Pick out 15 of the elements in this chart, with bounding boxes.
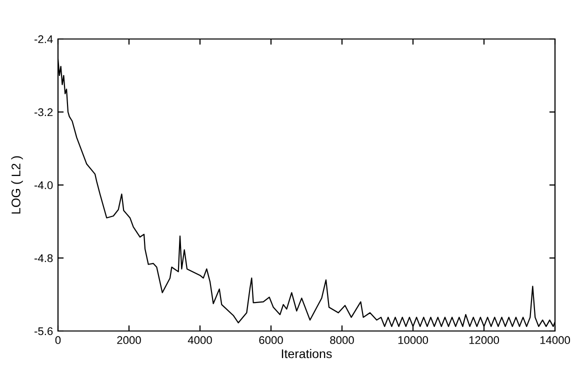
x-tick-label: 14000 bbox=[540, 336, 570, 344]
y-tick-label: -2.4 bbox=[34, 35, 53, 44]
y-axis-title: LOG ( L2 ) bbox=[11, 156, 23, 214]
x-tick-label: 6000 bbox=[259, 336, 283, 344]
y-tick-label: -4.8 bbox=[34, 254, 53, 262]
x-tick-label: 0 bbox=[55, 336, 61, 344]
x-tick-label: 8000 bbox=[330, 336, 354, 344]
y-tick-label: -4.0 bbox=[34, 181, 53, 190]
x-tick-label: 4000 bbox=[188, 336, 212, 344]
x-axis-title: Iterations bbox=[282, 348, 332, 358]
x-tick-label: 10000 bbox=[398, 336, 428, 344]
y-tick-label: -3.2 bbox=[34, 108, 53, 116]
y-tick-label: -5.6 bbox=[34, 327, 53, 336]
x-tick-label: 2000 bbox=[117, 336, 141, 344]
x-tick-label: 12000 bbox=[469, 336, 500, 344]
